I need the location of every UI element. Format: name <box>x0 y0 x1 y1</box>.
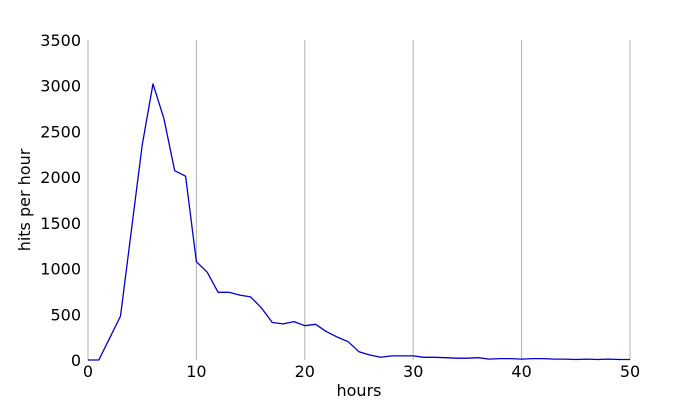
y-tick-label-500: 500 <box>50 305 81 324</box>
grid-lines <box>195 40 631 360</box>
series-layer <box>88 83 630 361</box>
y-tick-label-3500: 3500 <box>40 31 81 50</box>
series-line-0 <box>88 83 630 361</box>
x-tick-label-20: 20 <box>295 362 315 381</box>
x-tick-label-30: 30 <box>403 362 423 381</box>
y-tick-labels: 0 500 1000 1500 2000 2500 3000 3500 <box>40 31 81 370</box>
y-axis-label: hits per hour <box>15 148 34 251</box>
y-tick-label-3000: 3000 <box>40 77 81 96</box>
x-tick-label-40: 40 <box>511 362 531 381</box>
y-tick-label-2500: 2500 <box>40 122 81 141</box>
x-tick-label-50: 50 <box>620 362 640 381</box>
x-tick-label-0: 0 <box>83 362 93 381</box>
y-tick-label-1500: 1500 <box>40 214 81 233</box>
y-tick-label-2000: 2000 <box>40 168 81 187</box>
x-axis-label: hours <box>337 381 382 400</box>
y-tick-label-0: 0 <box>71 351 81 370</box>
x-tick-labels: 0 10 20 30 40 50 <box>83 362 640 381</box>
x-tick-label-10: 10 <box>186 362 206 381</box>
y-tick-label-1000: 1000 <box>40 260 81 279</box>
